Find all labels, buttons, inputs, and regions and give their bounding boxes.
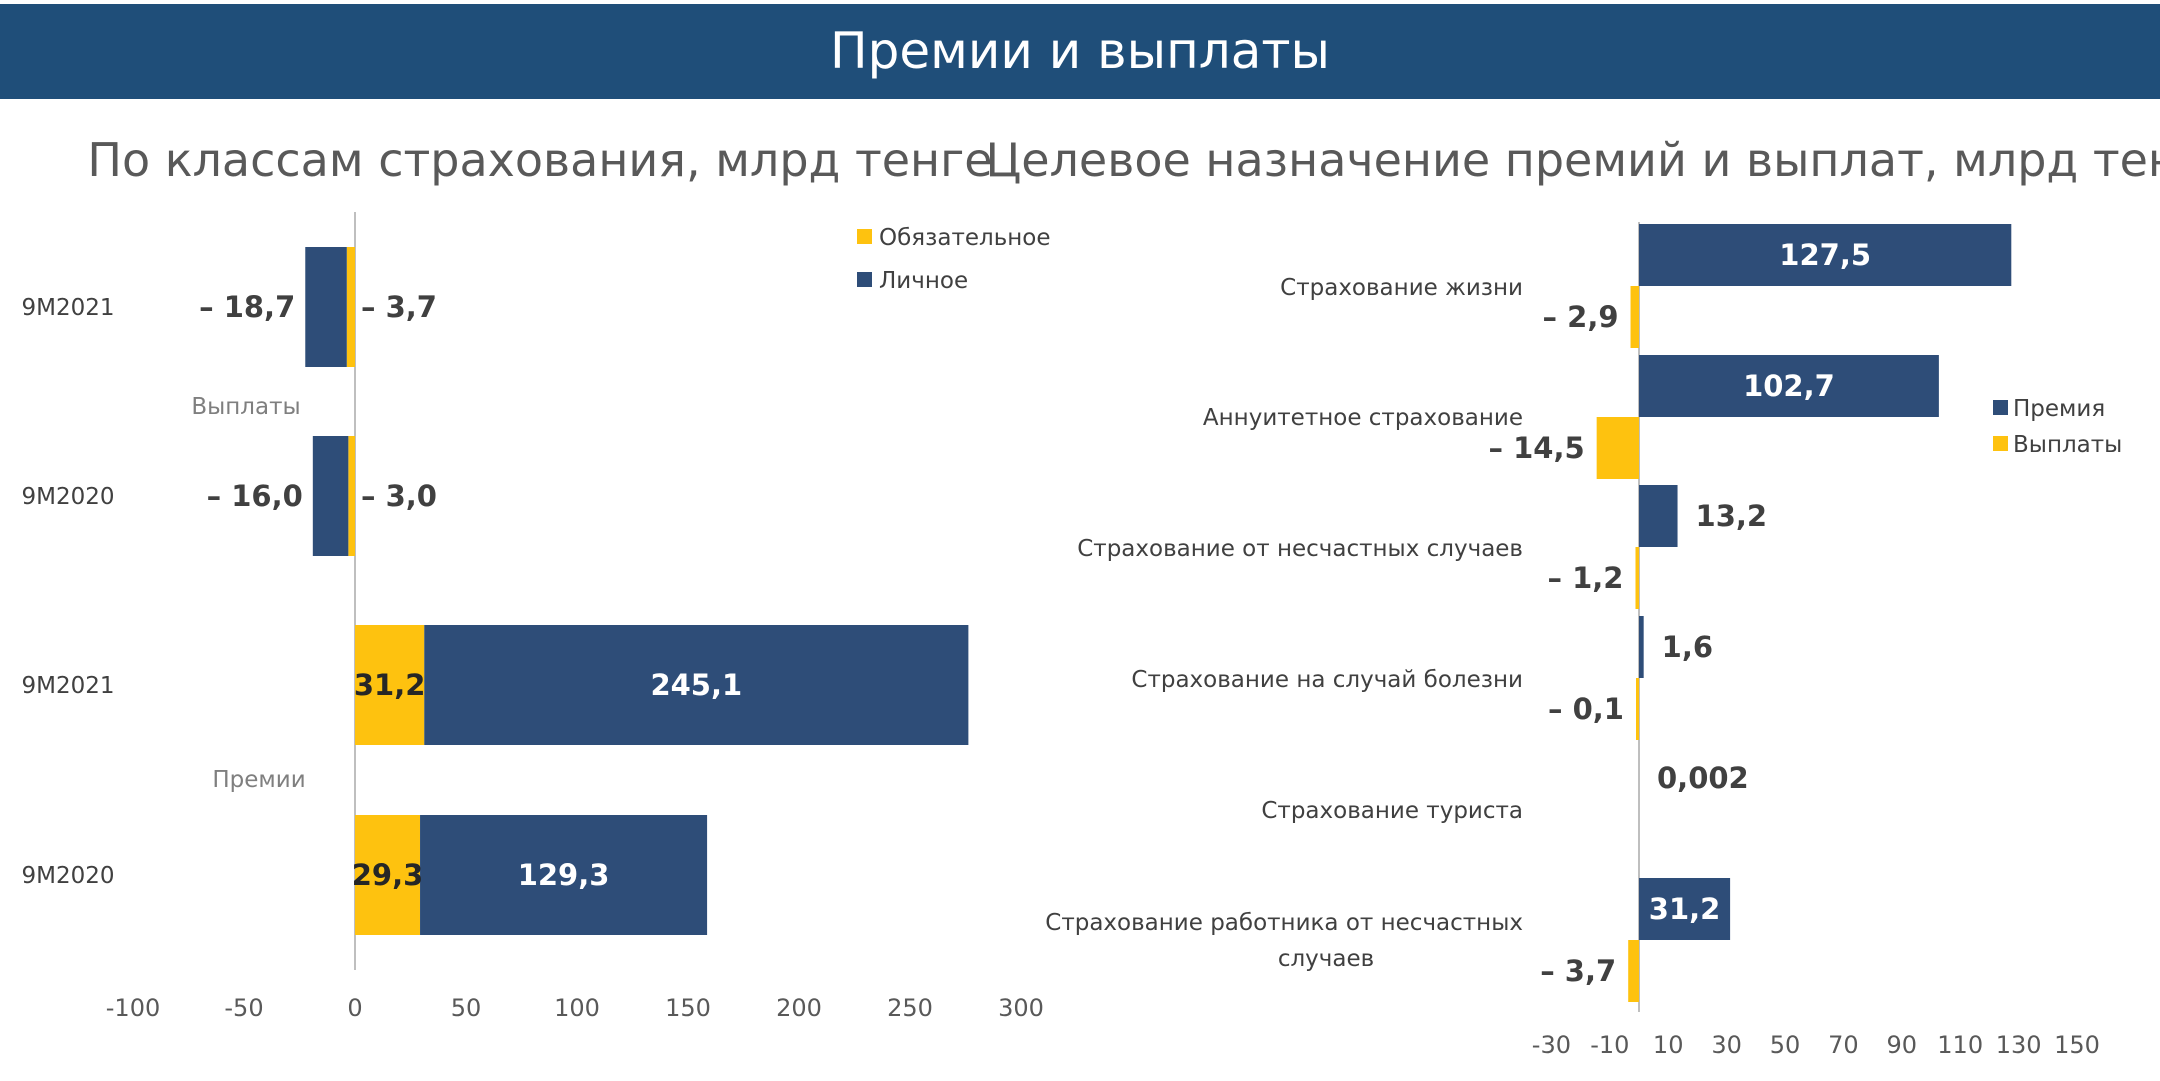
chart1-data-label-mandatory: 29,3 — [352, 858, 424, 892]
chart2-data-label-premium: 0,002 — [1657, 761, 1749, 795]
chart1-category-label: 9M2020 — [21, 863, 114, 889]
chart2-bar-payout — [1630, 286, 1639, 348]
chart2-bar-payout — [1635, 547, 1639, 609]
chart2-category-label: Страхование от несчастных случаев — [1077, 536, 1523, 562]
chart2-tick-label: 10 — [1653, 1031, 1684, 1059]
chart1-legend-label-mandatory: Обязательное — [879, 225, 1051, 251]
chart1-bar-personal — [420, 815, 708, 935]
chart1-category-label: 9M2021 — [21, 673, 114, 699]
chart2-data-label-premium: 127,5 — [1779, 238, 1871, 272]
chart2-bar-premium — [1639, 355, 1939, 417]
chart2-data-label-payout: – 0,1 — [1548, 692, 1624, 726]
chart2-category-label: Аннуитетное страхование — [1203, 405, 1523, 431]
chart2-tick-label: -30 — [1532, 1031, 1571, 1059]
chart1-bar-personal — [424, 625, 969, 745]
chart1-legend-swatch-personal — [857, 272, 872, 287]
chart2-category-label: Страхование на случай болезни — [1131, 667, 1523, 693]
chart1-tick-label: 250 — [887, 994, 933, 1022]
chart1-legend-label-personal: Личное — [879, 268, 968, 294]
chart2-tick-label: 70 — [1828, 1031, 1859, 1059]
chart2-category-label: Страхование туриста — [1261, 798, 1523, 824]
chart2-bar-premium — [1639, 616, 1644, 678]
chart2-bar-payout — [1636, 678, 1639, 740]
chart2-tick-label: 90 — [1887, 1031, 1918, 1059]
chart2-legend-swatch-payout — [1993, 436, 2008, 451]
chart1-bar-personal — [305, 247, 347, 367]
chart1-data-label-mandatory: – 3,7 — [361, 290, 437, 324]
chart1-data-label-personal: – 16,0 — [207, 479, 303, 513]
chart2-tick-label: 130 — [1996, 1031, 2042, 1059]
chart2-tick-label: 30 — [1711, 1031, 1742, 1059]
chart2-tick-label: 50 — [1770, 1031, 1801, 1059]
chart1-bar-mandatory — [348, 436, 355, 556]
header-banner: Премии и выплаты — [0, 4, 2160, 99]
chart1-tick-label: 0 — [347, 994, 362, 1022]
chart2-tick-label: 150 — [2054, 1031, 2100, 1059]
chart1-category-label: 9M2020 — [21, 484, 114, 510]
chart1-data-label-personal: – 18,7 — [199, 290, 295, 324]
chart1-tick-label: -50 — [224, 994, 263, 1022]
chart2-data-label-payout: – 2,9 — [1543, 300, 1619, 334]
chart1-bar-mandatory — [355, 625, 425, 745]
chart1-data-label-mandatory: – 3,0 — [361, 479, 437, 513]
chart2-data-label-payout: – 14,5 — [1489, 431, 1585, 465]
chart1-tick-label: -100 — [106, 994, 160, 1022]
chart1-data-label-personal: 129,3 — [518, 858, 610, 892]
chart2-title: Целевое назначение премий и выплат, млрд… — [986, 133, 2160, 187]
chart2-bar-premium — [1639, 878, 1731, 940]
chart2-data-label-premium: 1,6 — [1662, 630, 1713, 664]
chart1-bar-personal — [312, 436, 349, 556]
chart1-category-label: 9M2021 — [21, 295, 114, 321]
chart1-tick-label: 300 — [998, 994, 1044, 1022]
chart2-tick-label: 110 — [1937, 1031, 1983, 1059]
chart1-data-label-mandatory: 31,2 — [354, 668, 426, 702]
chart2-bar-payout — [1628, 940, 1639, 1002]
chart1-legend-swatch-mandatory — [857, 229, 872, 244]
chart1-data-label-personal: 245,1 — [650, 668, 742, 702]
chart2-category-label: Страхование работника от несчастных — [1045, 910, 1523, 936]
chart1-bar-mandatory — [355, 815, 421, 935]
chart1-bar-mandatory — [346, 247, 355, 367]
chart1-group-label-premiums: Премии — [212, 767, 305, 793]
chart2-data-label-premium: 13,2 — [1696, 499, 1768, 533]
chart2-category-label: Страхование жизни — [1280, 275, 1523, 301]
chart2-legend-swatch-premium — [1993, 400, 2008, 415]
chart1-title: По классам страхования, млрд тенге — [87, 133, 992, 187]
chart2-bar-premium — [1639, 224, 2012, 286]
chart1-tick-label: 200 — [776, 994, 822, 1022]
chart2-tick-label: -10 — [1590, 1031, 1629, 1059]
chart2-legend-label-payout: Выплаты — [2013, 432, 2122, 458]
chart2-legend-label-premium: Премия — [2013, 396, 2105, 422]
chart2-data-label-premium: 31,2 — [1649, 892, 1721, 926]
chart1-group-label-payouts: Выплаты — [191, 394, 300, 420]
chart2-category-label: случаев — [1278, 946, 1374, 972]
page-title: Премии и выплаты — [830, 22, 1330, 80]
chart2-data-label-premium: 102,7 — [1743, 369, 1835, 403]
chart2-data-label-payout: – 1,2 — [1548, 561, 1624, 595]
chart2-data-label-payout: – 3,7 — [1540, 954, 1616, 988]
chart1-tick-label: 150 — [665, 994, 711, 1022]
chart2-bar-premium — [1639, 485, 1678, 547]
chart2-bar-payout — [1596, 417, 1639, 479]
chart1-tick-label: 50 — [451, 994, 482, 1022]
chart1-tick-label: 100 — [554, 994, 600, 1022]
